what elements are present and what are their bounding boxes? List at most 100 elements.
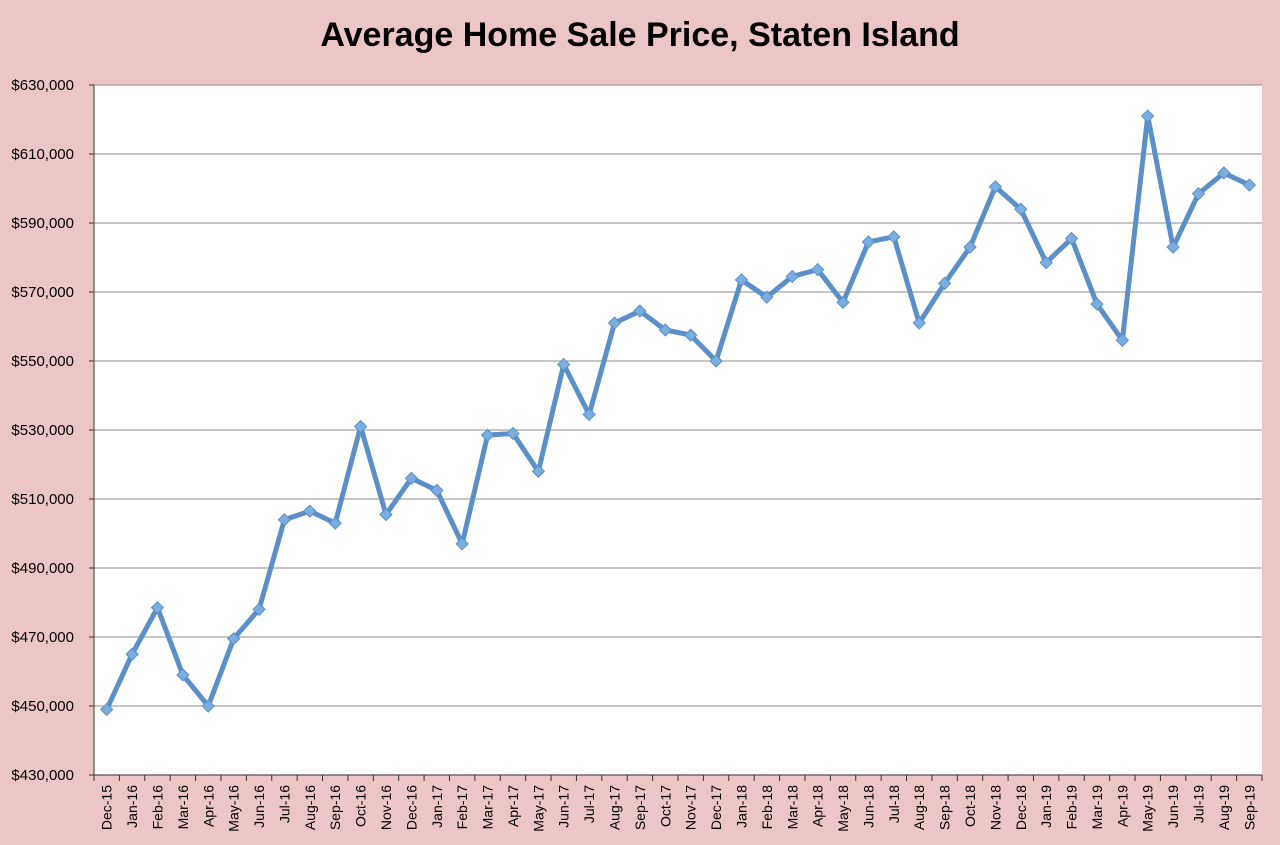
data-point	[937, 276, 952, 291]
x-tick-label: Feb-17	[454, 785, 470, 830]
data-point	[683, 328, 698, 342]
data-point	[1014, 202, 1028, 216]
x-tick-label: Mar-18	[784, 785, 800, 830]
y-tick-label: $510,000	[11, 491, 74, 508]
y-tick-label: $470,000	[11, 629, 74, 646]
x-tick-label: Jun-16	[251, 785, 267, 828]
x-tick-label: Sep-19	[1241, 785, 1257, 830]
data-point	[125, 647, 139, 661]
x-tick-label: Mar-16	[175, 785, 191, 830]
x-tick-label: Dec-18	[1013, 785, 1029, 830]
x-tick-label: Dec-16	[403, 785, 419, 830]
y-tick-label: $550,000	[11, 353, 74, 370]
data-point	[861, 235, 876, 249]
data-point	[201, 699, 215, 713]
data-point	[1217, 166, 1231, 180]
x-tick-label: Apr-19	[1114, 785, 1130, 827]
x-tick-label: Jan-18	[733, 785, 749, 828]
x-tick-label: Sep-16	[327, 785, 343, 830]
y-tick-label: $490,000	[11, 560, 74, 577]
data-point	[379, 507, 393, 522]
data-point	[582, 407, 596, 422]
data-point	[328, 516, 342, 530]
x-tick-label: Oct-16	[353, 785, 369, 827]
data-point	[963, 240, 977, 254]
x-tick-label: Oct-18	[962, 785, 978, 827]
x-tick-label: Jul-18	[886, 785, 902, 823]
x-tick-label: Feb-16	[149, 785, 165, 830]
x-tick-label: Mar-19	[1089, 785, 1105, 830]
y-tick-label: $430,000	[11, 767, 74, 784]
data-point	[988, 180, 1003, 194]
x-tick-label: Sep-17	[632, 785, 648, 830]
data-point	[1039, 255, 1053, 270]
x-tick-label: Dec-15	[99, 785, 115, 830]
x-tick-label: Aug-16	[302, 785, 318, 830]
x-tick-label: Feb-18	[759, 785, 775, 830]
x-tick-label: Nov-18	[987, 785, 1003, 830]
data-point	[734, 273, 749, 287]
x-tick-label: Jun-19	[1165, 785, 1181, 828]
data-point	[353, 419, 368, 434]
x-tick-label: May-18	[835, 785, 851, 832]
x-tick-label: Nov-17	[683, 785, 699, 830]
data-point	[404, 471, 419, 486]
data-point	[633, 304, 647, 318]
data-point	[252, 602, 266, 617]
data-point	[176, 668, 190, 682]
data-point	[785, 269, 799, 284]
data-point	[887, 230, 901, 244]
data-point	[607, 316, 622, 330]
y-tick-label: $570,000	[11, 284, 74, 301]
x-tick-label: Aug-19	[1216, 785, 1232, 830]
data-point	[1166, 240, 1180, 254]
x-tick-label: Jul-19	[1191, 785, 1207, 823]
x-tick-label: Feb-19	[1064, 785, 1080, 830]
x-tick-label: Jun-18	[860, 785, 876, 828]
data-point	[1064, 231, 1079, 246]
data-point	[836, 295, 850, 310]
data-point	[150, 600, 165, 615]
data-point	[760, 290, 774, 304]
data-point	[912, 316, 926, 330]
data-point	[658, 323, 673, 337]
x-tick-label: Aug-18	[911, 785, 927, 830]
x-tick-label: Oct-17	[657, 785, 673, 827]
y-tick-label: $610,000	[11, 146, 74, 163]
x-tick-label: May-17	[530, 785, 546, 832]
x-tick-label: Apr-17	[505, 785, 521, 827]
data-point	[226, 632, 241, 646]
x-tick-label: Sep-18	[937, 785, 953, 830]
x-tick-label: May-16	[226, 785, 242, 832]
data-point	[810, 262, 825, 277]
x-tick-label: Jun-17	[556, 785, 572, 828]
x-tick-label: Apr-18	[810, 785, 826, 827]
x-tick-label: Apr-16	[200, 785, 216, 827]
data-point	[506, 426, 520, 441]
series-line	[104, 113, 1252, 712]
x-tick-label: Nov-16	[378, 785, 394, 830]
x-tick-label: Jan-19	[1038, 785, 1054, 828]
x-tick-label: Mar-17	[480, 785, 496, 830]
data-point	[1090, 297, 1104, 311]
chart-title: Average Home Sale Price, Staten Island	[320, 16, 960, 54]
data-point	[480, 428, 495, 442]
data-point	[1141, 109, 1155, 123]
y-tick-label: $630,000	[11, 77, 74, 94]
y-tick-label: $530,000	[11, 422, 74, 439]
x-tick-label: Jan-17	[429, 785, 445, 828]
data-point	[1191, 186, 1206, 201]
x-tick-label: Jul-16	[276, 785, 292, 823]
data-point	[1115, 333, 1130, 348]
x-tick-label: Dec-17	[708, 785, 724, 830]
x-tick-label: Jul-17	[581, 785, 597, 823]
data-point	[557, 357, 571, 372]
data-point	[1242, 178, 1257, 192]
data-point	[430, 483, 444, 498]
data-point	[455, 537, 469, 551]
y-tick-label: $590,000	[11, 215, 74, 232]
y-tick-label: $450,000	[11, 698, 74, 715]
data-point	[99, 702, 114, 717]
